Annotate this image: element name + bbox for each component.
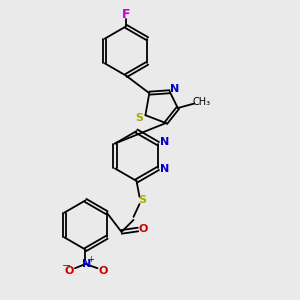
Text: N: N [170,84,180,94]
Text: −: − [62,261,71,271]
Text: +: + [88,255,94,264]
Text: N: N [160,137,169,147]
Text: N: N [160,164,169,174]
Text: O: O [65,266,74,276]
Text: CH₃: CH₃ [193,97,211,107]
Text: O: O [98,266,108,276]
Text: S: S [135,113,143,123]
Text: S: S [139,195,146,206]
Text: O: O [139,224,148,234]
Text: N: N [82,259,91,269]
Text: F: F [122,8,130,22]
